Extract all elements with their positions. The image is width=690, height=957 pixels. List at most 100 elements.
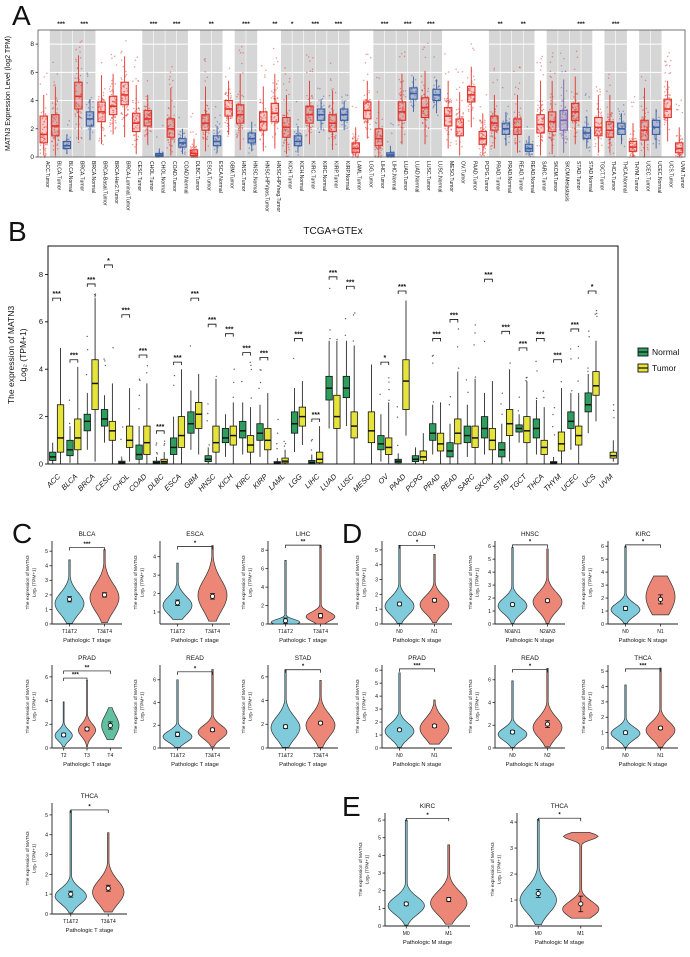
a-col-PRAD.Normal [501,86,511,146]
violin-sig: * [426,813,429,819]
violin-sig: * [642,539,645,545]
a-xlabel: HNSC.Normal [252,161,258,193]
b-group-THYM: *** [550,353,566,464]
violin-ytick: 3 [488,583,491,589]
violin-ytick: 5 [601,557,604,563]
a-xlabel: UVM.Tumor [679,161,685,189]
violin-ytick: 6 [45,675,48,681]
a-xlabel: UCS.Tumor [668,161,674,188]
a-xlabel: BRCA-Basal.Tumor [102,161,108,206]
violin-xtick: T3&T4 [313,629,328,635]
violin-ytick: 2 [45,722,48,728]
violin-ylabel: The expression of MATN3 [25,831,30,885]
a-col-GBM.Tumor [224,67,233,137]
a-xlabel: COAD.Tumor [171,161,177,192]
violin-xtick: M0 [535,931,542,937]
a-xlabel: MESO.Tumor [448,161,454,192]
b-sig: * [107,258,110,265]
panel-a-chart: ACC.Tumor***BLCA.Tumor BLCA.Normal***BRCA… [5,21,686,212]
a-col-KIRC.Tumor [305,54,314,145]
b-group-CHOL: *** [118,308,134,464]
a-xlabel: BLCA.Normal [67,161,73,192]
violin-xtick: T1&T2 [170,629,185,635]
a-ytick: 6 [30,69,34,76]
violin-LIHC-T3&T4 [305,545,336,625]
a-xlabel: KIRP.Tumor [333,161,339,188]
b-xlabel: KIRP [251,472,270,491]
violin-ytick: 3 [375,707,378,713]
b-group-ESCA: *** [170,355,186,464]
violin-xtick: T2 [61,753,67,759]
a-sig: *** [335,21,343,28]
violin-ytick: 1 [153,610,156,616]
a-sig: *** [80,21,88,28]
a-sig: *** [150,21,158,28]
a-col-HNSC-HPVpos.Tumor [259,64,268,152]
a-xlabel: UCEC.Normal [656,161,662,193]
violin-xlabel: Pathologic N stage [619,638,668,644]
violin-ytick: 4 [45,698,48,704]
violin-ytick: 0 [261,746,264,752]
violin-ylabel: Log₂ (TPM+1) [248,567,253,597]
violin-ytick: 2 [375,592,378,598]
a-col-LUSC.Tumor [420,42,430,145]
violin-ylabel: Log₂ (TPM+1) [362,691,367,721]
b-xlabel: STAD [491,472,511,492]
a-col-PAAD.Tumor [466,43,476,128]
violin-ytick: 2 [261,722,264,728]
violin-READ-N0 [497,680,528,748]
violin-ytick: 0 [601,746,604,752]
b-group-TGCT: *** [515,341,531,464]
violin-ytick: 6 [488,678,491,684]
violin-ylabel: The expression of MATN3 [241,555,246,609]
a-col-STAD.Tumor [570,50,580,145]
b-group-READ: *** [446,312,462,464]
violin-ytick: 6 [378,818,381,824]
violin-ytick: 6 [601,544,604,550]
violin-ylabel: The expression of MATN3 [133,679,138,733]
a-xlabel: LGG.Tumor [367,161,373,188]
violin-ylabel: The expression of MATN3 [25,679,30,733]
violin-xtick: T3&T4 [205,753,220,759]
violin-ytick: 4 [45,564,48,570]
a-xlabel: ESCA.Tumor [206,161,212,191]
violin-ylabel: Log₂ (TPM+1) [32,843,37,873]
b-xlabel: THCA [525,472,546,493]
violin-ytick: 3 [153,573,156,579]
violin-ytick: 6 [261,675,264,681]
a-sig: *** [381,21,389,28]
violin-ylabel: Log₂ (TPM+1) [588,567,593,597]
violin-THCA-M0 [519,819,557,926]
violin-THCA-M1 [562,832,600,919]
violin-ytick: 1 [45,607,48,613]
b-sig: *** [191,291,199,298]
violin-ytick: 4 [488,570,491,576]
b-sig: *** [208,317,216,324]
violin-sig: ** [301,540,306,546]
a-col-LAML.Tumor [351,105,360,158]
violin-KIRC-N0 [610,545,641,624]
a-xlabel: READ.Tumor [517,161,523,191]
a-xlabel: BRCA-Her2.Tumor [113,161,119,204]
a-col-UVM.Tumor [674,99,684,158]
panel-d-violin-THCA: THCA 0 1 2 3 4 5 The expression of MATN3 Log₂ (T… [581,655,678,768]
b-ytick: 8 [39,270,43,279]
b-group-GBM: *** [187,291,203,455]
violin-title: BLCA [79,531,96,538]
b-title: TCGA+GTEx [303,226,362,237]
violin-COAD-N1 [419,553,450,623]
b-xlabel: UCEC [559,472,581,494]
violin-xlabel: Pathologic T stage [66,928,114,934]
violin-ytick: 0 [375,746,378,752]
a-col-HNSC-HPVneg.Tumor [270,47,280,149]
panel-c-violin-THCA: THCA 0 1 2 3 4 5 The expression of MATN3 Log₂ (T… [25,793,127,934]
b-group-LGG: *** [290,331,306,453]
panel-a-label: A [12,0,31,31]
panel-c-violin-STAD: STAD 0 2 4 6 The expression of MATN3 Log₂ (TPM… [241,655,338,768]
b-group-LIHC: *** [308,412,324,464]
panel-d-label: D [342,518,363,549]
a-col-LUAD.Normal [409,74,418,112]
a-col-ESCA.Normal [212,105,222,154]
a-sig: * [291,21,294,28]
violin-ytick: 4 [510,820,513,826]
